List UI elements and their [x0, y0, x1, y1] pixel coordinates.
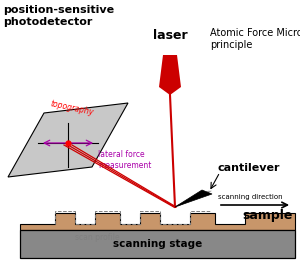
- Polygon shape: [175, 190, 212, 207]
- Polygon shape: [159, 55, 181, 95]
- Text: scanning stage: scanning stage: [113, 239, 202, 249]
- Text: sample: sample: [243, 210, 293, 222]
- Text: scan profile: scan profile: [75, 233, 120, 242]
- Text: laser: laser: [153, 29, 187, 42]
- Polygon shape: [8, 103, 128, 177]
- Text: topography: topography: [50, 99, 95, 117]
- Text: lateral force
measurement: lateral force measurement: [98, 150, 152, 170]
- Text: Atomic Force Microscope
principle: Atomic Force Microscope principle: [210, 28, 300, 50]
- Text: scanning direction: scanning direction: [218, 194, 283, 200]
- Text: position-sensitive
photodetector: position-sensitive photodetector: [3, 5, 114, 27]
- Text: cantilever: cantilever: [218, 163, 280, 173]
- Polygon shape: [20, 213, 295, 230]
- Bar: [20, 230, 295, 258]
